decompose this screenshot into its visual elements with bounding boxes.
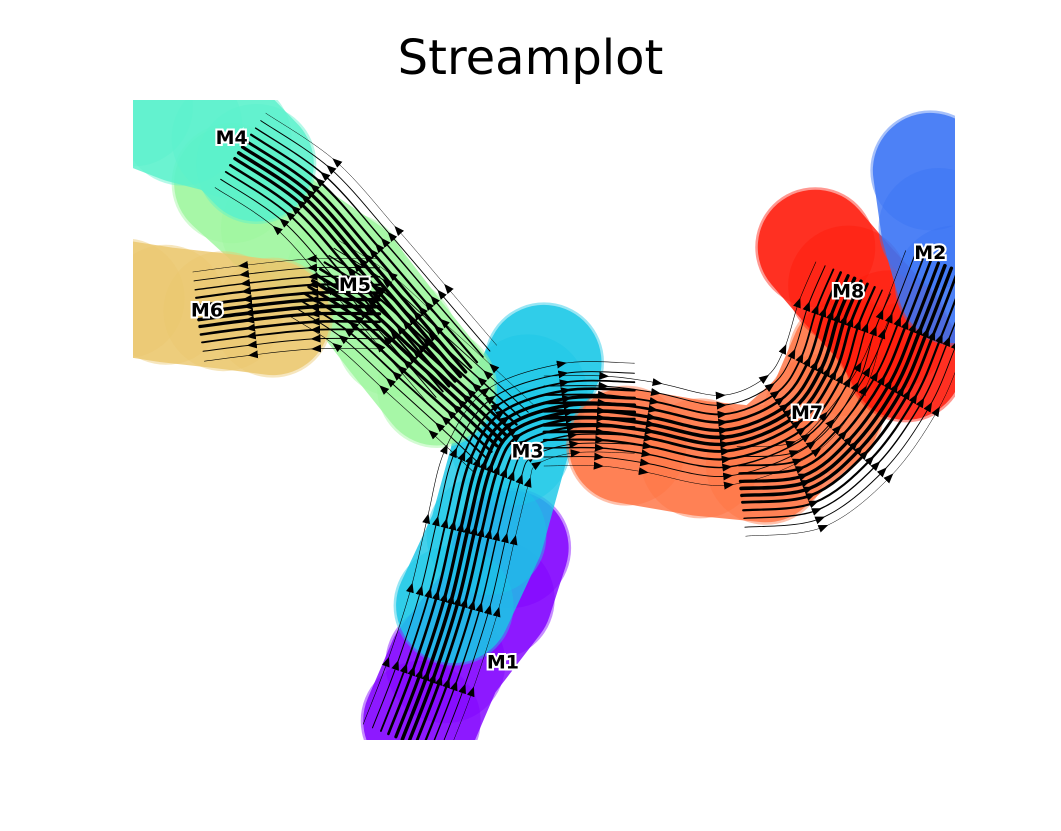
streamline-m5-to-m6-11 — [192, 254, 380, 273]
streamline-m5-to-m4-11 — [265, 112, 497, 346]
cluster-blob-m2 — [872, 112, 955, 344]
cluster-label-m2: M2 — [914, 242, 946, 264]
cluster-label-m3: M3 — [511, 441, 543, 463]
cluster-labels: M1 M3 M5 M4 M6 M7 M8 M2 — [189, 125, 949, 676]
cluster-point-m6-0 — [133, 238, 185, 358]
streamline-m5-to-m6-8 — [195, 280, 381, 299]
streamline-m5-to-m6-1 — [202, 334, 381, 352]
cluster-blob-m4 — [133, 100, 314, 222]
streamline-m5-to-m6-9 — [194, 272, 381, 291]
streamline-m5-to-m6-10 — [193, 263, 381, 282]
cluster-label-m8: M8 — [832, 281, 864, 303]
streamline-m5-to-m6-2 — [201, 325, 381, 344]
cluster-label-m5: M5 — [339, 274, 371, 296]
chart-title: Streamplot — [397, 30, 664, 86]
streamline-m5-to-m6-3 — [199, 317, 381, 336]
streamline-m5-to-m6-0 — [204, 344, 380, 362]
streamline-m7-to-m2-11 — [745, 343, 955, 537]
streamline-m5-to-m6-7 — [195, 288, 381, 308]
cluster-point-m4-0 — [133, 100, 193, 167]
cluster-point-m8-0 — [755, 187, 876, 308]
cluster-label-m7: M7 — [791, 402, 823, 424]
streamlines — [192, 112, 955, 740]
cluster-point-m2-0 — [870, 110, 955, 231]
cluster-point-m2-1 — [878, 168, 955, 288]
streamline-m1-to-m3-11 — [453, 449, 635, 740]
cluster-label-m6: M6 — [191, 300, 223, 322]
cluster-label-m1: M1 — [487, 652, 519, 674]
cluster-point-m4-1 — [133, 100, 243, 186]
cluster-label-m4: M4 — [216, 127, 248, 149]
